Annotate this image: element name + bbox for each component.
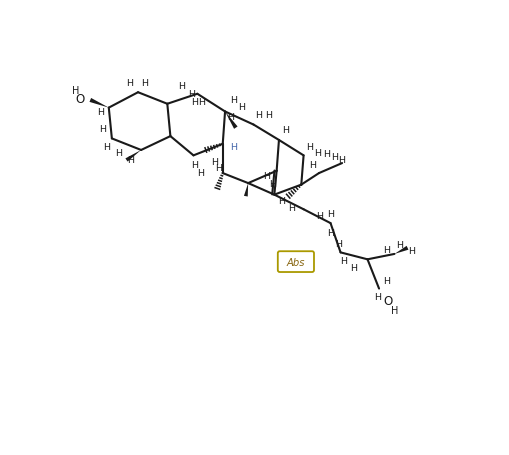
Text: H: H (191, 161, 199, 170)
Text: H: H (128, 156, 134, 165)
Text: H: H (188, 90, 195, 99)
Polygon shape (244, 184, 248, 197)
Text: H: H (227, 113, 234, 122)
Polygon shape (225, 112, 238, 130)
Polygon shape (90, 99, 109, 108)
Text: H: H (350, 264, 357, 273)
Text: H: H (254, 111, 262, 120)
Text: H: H (197, 168, 204, 177)
Text: H: H (97, 108, 104, 117)
Text: H: H (215, 164, 222, 173)
Text: H: H (99, 125, 106, 134)
Text: H: H (374, 292, 381, 301)
Text: H: H (142, 79, 149, 87)
Text: H: H (314, 148, 321, 157)
Text: H: H (323, 150, 330, 159)
Text: H: H (391, 305, 398, 315)
Text: H: H (199, 98, 206, 107)
Text: H: H (278, 196, 286, 205)
Text: H: H (408, 247, 415, 256)
Text: H: H (103, 142, 110, 151)
Text: H: H (282, 126, 290, 134)
Text: H: H (238, 102, 245, 111)
Text: H: H (316, 212, 323, 220)
Text: H: H (397, 241, 403, 250)
Text: H: H (230, 142, 237, 151)
Polygon shape (394, 246, 408, 254)
Text: H: H (126, 79, 133, 87)
Text: H: H (72, 86, 79, 96)
Text: Abs: Abs (287, 257, 305, 267)
Text: H: H (230, 96, 237, 105)
FancyBboxPatch shape (278, 252, 314, 273)
Text: H: H (383, 245, 390, 254)
Text: H: H (327, 228, 334, 238)
Text: H: H (211, 158, 218, 167)
Text: H: H (179, 81, 185, 91)
Text: H: H (309, 161, 316, 170)
Text: H: H (191, 98, 199, 107)
Text: H: H (331, 153, 338, 162)
Text: H: H (335, 239, 343, 248)
Text: H: H (327, 210, 334, 219)
Text: H: H (289, 204, 296, 213)
Text: H: H (266, 111, 272, 120)
Text: H: H (340, 256, 347, 265)
Text: H: H (306, 142, 313, 151)
Text: H: H (116, 148, 122, 157)
Text: O: O (76, 93, 85, 106)
Text: H: H (269, 179, 276, 188)
Text: H: H (263, 172, 270, 181)
Text: O: O (384, 294, 393, 307)
Text: H: H (383, 277, 390, 286)
Text: H: H (338, 156, 346, 165)
Polygon shape (125, 151, 141, 162)
